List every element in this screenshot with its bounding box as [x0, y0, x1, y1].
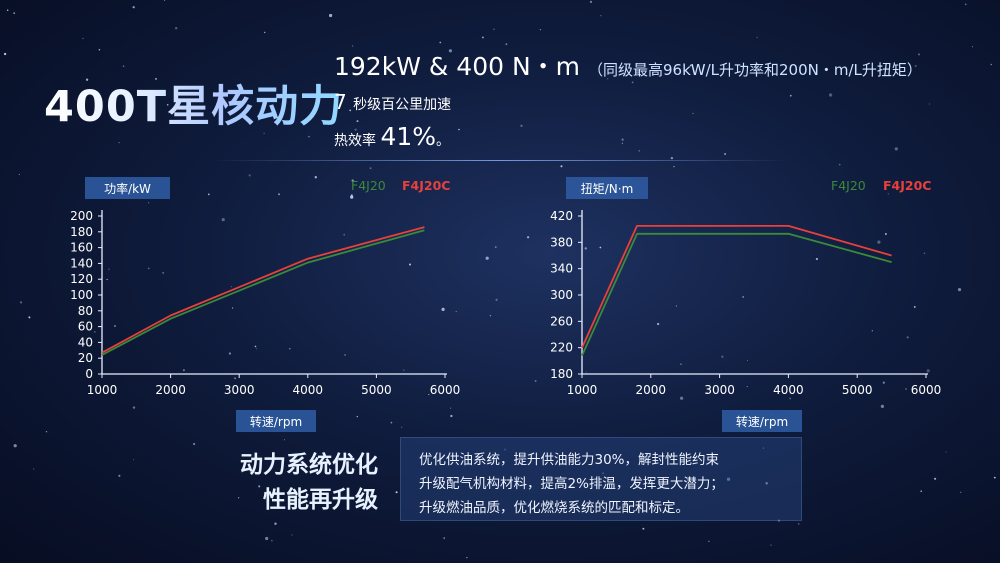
x-tick-label: 6000 [430, 383, 461, 397]
title-divider [210, 160, 790, 161]
y-tick-label: 140 [70, 256, 93, 270]
y-tick-label: 20 [78, 351, 93, 365]
power-torque-value: 192kW & 400 N・m [334, 52, 581, 81]
optimization-notes: 优化供油系统，提升供油能力30%，解封性能约束 升级配气机构材料，提高2%排温，… [400, 437, 802, 521]
y-tick-label: 300 [550, 288, 573, 302]
x-tick-label: 1000 [567, 383, 598, 397]
note-line: 优化供油系统，提升供油能力30%，解封性能约束 [419, 452, 720, 468]
legend-f4j20: F4J20 [351, 178, 386, 193]
efficiency-label: 热效率 [334, 133, 376, 149]
x-tick-label: 3000 [224, 383, 255, 397]
x-axis-label-box [722, 410, 802, 432]
x-axis-label: 转速/rpm [736, 414, 788, 429]
power-torque-spec: 192kW & 400 N・m （同级最高96kW/L升功率和200N・m/L升… [334, 47, 922, 83]
y-tick-label: 100 [70, 288, 93, 302]
y-tick-label: 160 [70, 241, 93, 255]
specific-output-note: （同级最高96kW/L升功率和200N・m/L升扭矩） [587, 61, 922, 79]
y-tick-label: 80 [78, 304, 93, 318]
acceleration-text: 秒级百公里加速 [353, 97, 452, 113]
x-tick-label: 3000 [704, 383, 735, 397]
y-tick-label: 340 [550, 262, 573, 276]
thermal-efficiency-spec: 热效率 41%。 [334, 122, 450, 151]
x-tick-label: 6000 [911, 383, 942, 397]
series-line-f4j20c [101, 226, 425, 354]
series-line-f4j20c [581, 224, 892, 349]
x-tick-label: 2000 [155, 383, 186, 397]
acceleration-number: 7 [334, 90, 347, 114]
series-line-f4j20 [581, 232, 892, 356]
y-axis-label-box [566, 177, 648, 199]
x-tick-label: 4000 [773, 383, 804, 397]
x-tick-label: 5000 [842, 383, 873, 397]
x-tick-label: 5000 [361, 383, 392, 397]
x-tick-label: 1000 [87, 383, 118, 397]
y-tick-label: 260 [550, 314, 573, 328]
y-tick-label: 60 [78, 320, 93, 334]
y-tick-label: 220 [550, 341, 573, 355]
y-tick-label: 200 [70, 209, 93, 223]
y-axis-label: 功率/kW [104, 181, 151, 196]
x-axis-label: 转速/rpm [250, 414, 302, 429]
footer-title-line1: 动力系统优化 [240, 452, 378, 478]
y-tick-label: 120 [70, 272, 93, 286]
note-line: 升级配气机构材料，提高2%排温，发挥更大潜力； [419, 476, 724, 492]
y-tick-label: 0 [85, 367, 93, 381]
y-axis-label-box [85, 177, 170, 199]
y-tick-label: 420 [550, 209, 573, 223]
legend-f4j20c: F4J20C [883, 178, 931, 193]
footer-title-line2: 性能再升级 [263, 487, 378, 513]
efficiency-suffix: 。 [436, 133, 451, 149]
y-tick-label: 180 [550, 367, 573, 381]
legend-f4j20: F4J20 [831, 178, 866, 193]
x-tick-label: 2000 [636, 383, 667, 397]
acceleration-spec: 7 秒级百公里加速 [334, 90, 451, 114]
x-axis-label-box [236, 410, 316, 432]
y-axis-label: 扭矩/N·m [581, 182, 634, 196]
series-line-f4j20 [101, 229, 425, 356]
y-tick-label: 180 [70, 225, 93, 239]
page-title: 400T星核动力 [44, 72, 343, 134]
note-line: 升级燃油品质，优化燃烧系统的匹配和标定。 [419, 500, 689, 516]
x-tick-label: 4000 [293, 383, 324, 397]
efficiency-value: 41% [380, 122, 437, 151]
y-tick-label: 40 [78, 335, 93, 349]
y-tick-label: 380 [550, 235, 573, 249]
legend-f4j20c: F4J20C [402, 178, 450, 193]
